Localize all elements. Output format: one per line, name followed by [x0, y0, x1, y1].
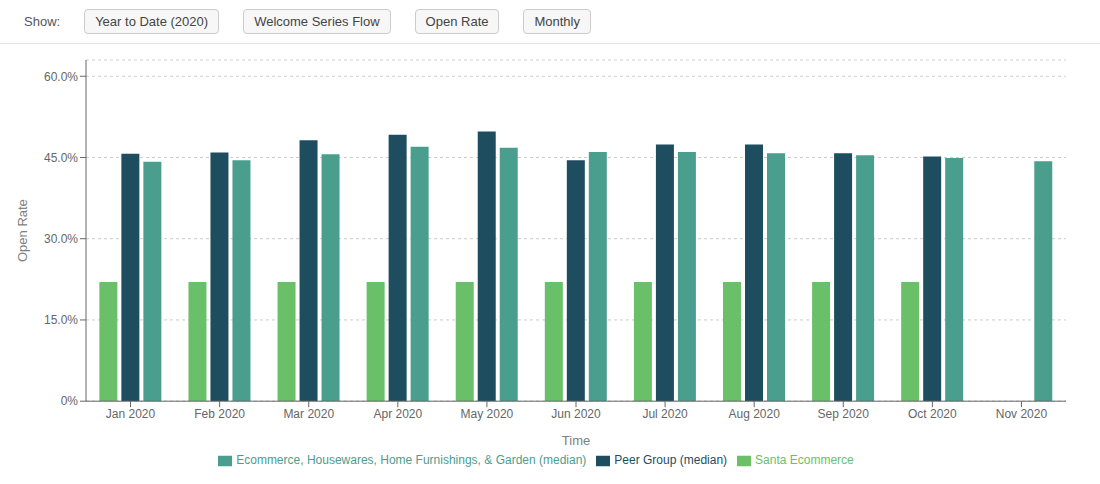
svg-text:Oct 2020: Oct 2020 [908, 407, 957, 421]
html-text:Santa Ecommerce: Santa Ecommerce [755, 453, 854, 468]
svg-text:Jul 2020: Jul 2020 [642, 407, 688, 421]
svg-text:Jun 2020: Jun 2020 [551, 407, 601, 421]
svg-text:Mar 2020: Mar 2020 [283, 407, 334, 421]
svg-text:Open Rate: Open Rate [15, 199, 30, 262]
html-text:Welcome Series Flow: Welcome Series Flow [254, 14, 380, 29]
html-text:Monthly: Monthly [534, 14, 580, 29]
svg-text:Sep 2020: Sep 2020 [818, 407, 870, 421]
html-text:Year to Date (2020): Year to Date (2020) [95, 14, 209, 29]
html-text:Show:: Show: [24, 14, 61, 29]
svg-text:30.0%: 30.0% [44, 232, 78, 246]
svg-text:May 2020: May 2020 [461, 407, 514, 421]
svg-text:Nov 2020: Nov 2020 [996, 407, 1048, 421]
svg-text:15.0%: 15.0% [44, 313, 78, 327]
svg-text:0%: 0% [61, 394, 79, 408]
svg-text:45.0%: 45.0% [44, 151, 78, 165]
svg-text:Feb 2020: Feb 2020 [194, 407, 245, 421]
svg-text:60.0%: 60.0% [44, 70, 78, 84]
html-text:Open Rate: Open Rate [425, 14, 489, 29]
svg-text:Time: Time [562, 433, 590, 448]
svg-text:Aug 2020: Aug 2020 [728, 407, 780, 421]
html-text:Ecommerce, Housewares, Home Fu: Ecommerce, Housewares, Home Furnishings,… [236, 453, 587, 468]
html-text:Peer Group (median): Peer Group (median) [614, 453, 728, 468]
svg-text:Apr 2020: Apr 2020 [373, 407, 422, 421]
svg-text:Jan 2020: Jan 2020 [106, 407, 156, 421]
